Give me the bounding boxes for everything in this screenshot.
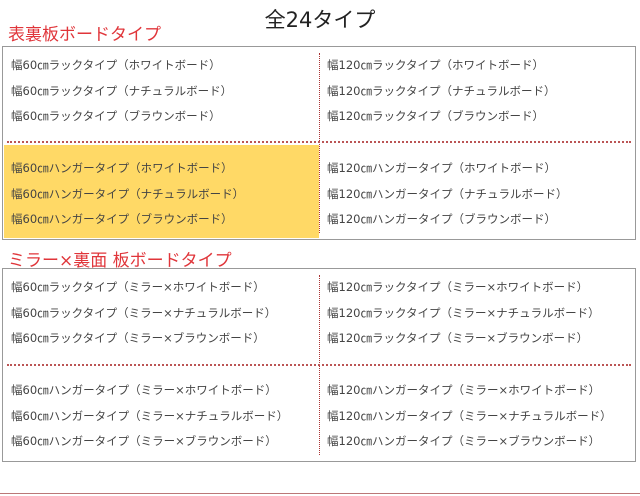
product-type-item: 幅120㎝ハンガータイプ（ホワイトボード） [327,161,556,175]
product-type-item: 幅120㎝ラックタイプ（ホワイトボード） [327,58,544,72]
product-type-item: 幅120㎝ラックタイプ（ブラウンボード） [327,109,544,123]
section-heading-board: 表裏板ボードタイプ [8,25,161,45]
product-type-item: 幅60㎝ラックタイプ（ミラー×ナチュラルボード） [11,305,277,320]
product-type-item: 幅120㎝ハンガータイプ（ミラー×ブラウンボード） [327,434,601,448]
horizontal-divider [7,141,631,143]
board-type-box: 幅60㎝ラックタイプ（ホワイトボード） 幅60㎝ラックタイプ（ナチュラルボード） 幅… [2,46,636,240]
product-type-item: 幅60㎝ラックタイプ（ミラー×ホワイトボード） [11,280,265,294]
vertical-divider [319,53,320,233]
product-type-item: 幅60㎝ハンガータイプ（ミラー×ブラウンボード） [11,434,277,448]
product-type-item: 幅120㎝ラックタイプ（ミラー×ブラウンボード） [327,331,589,345]
product-type-item: 幅120㎝ハンガータイプ（ミラー×ナチュラルボード） [327,408,612,423]
product-type-item: 幅60㎝ハンガータイプ（ブラウンボード） [11,212,233,226]
product-type-item: 幅120㎝ハンガータイプ（ミラー×ホワイトボード） [327,383,601,397]
page-title: 全24タイプ [264,8,376,32]
product-type-item: 幅120㎝ラックタイプ（ナチュラルボード） [327,83,556,98]
product-type-item: 幅60㎝ハンガータイプ（ナチュラルボード） [11,186,245,201]
product-type-item: 幅120㎝ハンガータイプ（ブラウンボード） [327,212,556,226]
horizontal-divider [7,364,631,366]
product-type-item: 幅120㎝ラックタイプ（ミラー×ナチュラルボード） [327,305,600,320]
product-type-item: 幅60㎝ラックタイプ（ホワイトボード） [11,58,221,72]
highlighted-cell [4,145,319,238]
product-type-item: 幅60㎝ハンガータイプ（ミラー×ホワイトボード） [11,383,277,397]
product-type-item: 幅120㎝ハンガータイプ（ナチュラルボード） [327,186,568,201]
product-type-item: 幅60㎝ラックタイプ（ミラー×ブラウンボード） [11,331,265,345]
section-heading-mirror: ミラー×裏面 板ボードタイプ [8,251,232,271]
mirror-type-box: 幅60㎝ラックタイプ（ミラー×ホワイトボード） 幅60㎝ラックタイプ（ミラー×ナチ… [2,268,636,462]
product-type-item: 幅60㎝ハンガータイプ（ホワイトボード） [11,161,233,175]
product-type-item: 幅60㎝ハンガータイプ（ミラー×ナチュラルボード） [11,408,289,423]
bottom-divider [0,493,640,494]
product-type-item: 幅60㎝ラックタイプ（ブラウンボード） [11,109,221,123]
product-type-item: 幅120㎝ラックタイプ（ミラー×ホワイトボード） [327,280,589,294]
product-type-item: 幅60㎝ラックタイプ（ナチュラルボード） [11,83,233,98]
